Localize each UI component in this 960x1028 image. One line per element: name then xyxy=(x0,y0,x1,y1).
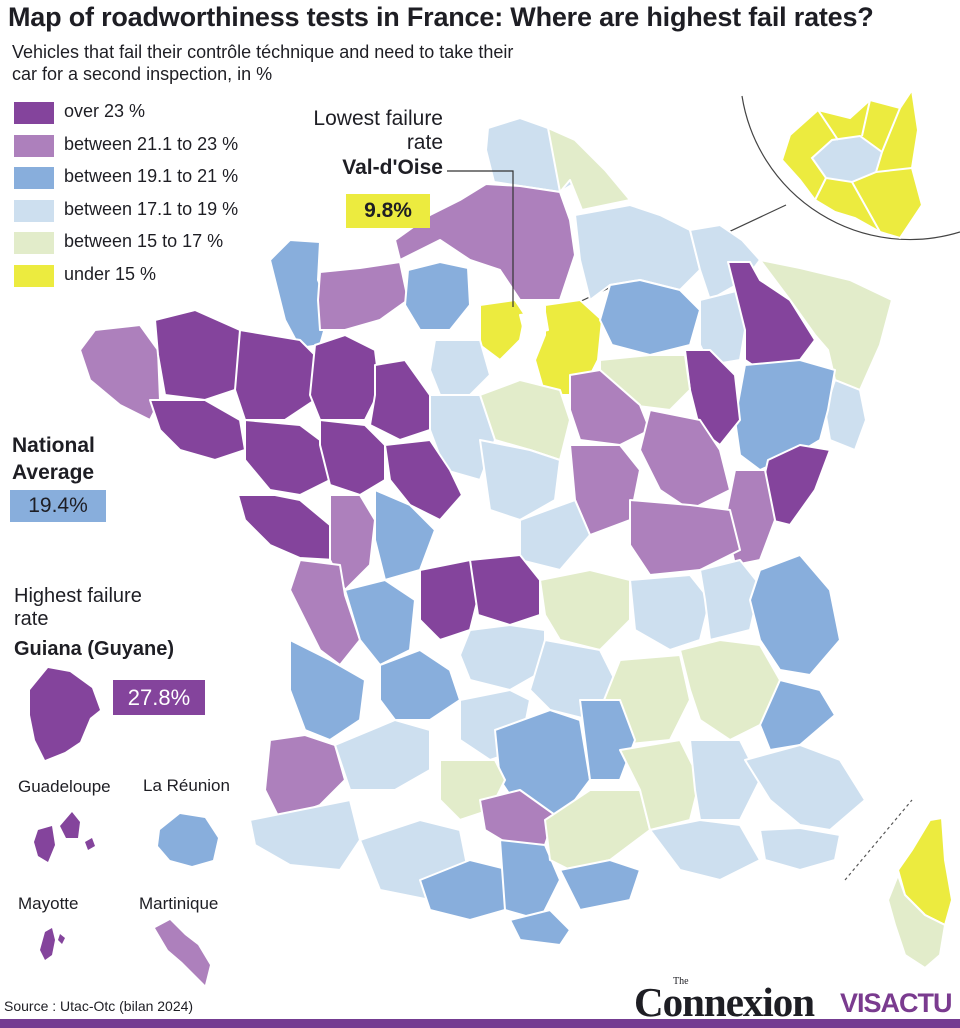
legend-label: over 23 % xyxy=(64,101,146,121)
paris-inset xyxy=(544,87,960,319)
page-title: Map of roadworthiness tests in France: W… xyxy=(8,2,874,32)
guiana-shape xyxy=(30,668,100,760)
legend-swatch xyxy=(14,199,54,222)
lowest-name: Val-d'Oise xyxy=(342,156,443,179)
national-average-value-badge: 19.4% xyxy=(10,490,106,522)
reunion-shape xyxy=(158,814,218,866)
legend-label: between 15 to 17 % xyxy=(64,231,224,251)
legend-label: between 19.1 to 21 % xyxy=(64,166,239,186)
overseas-label-mayotte: Mayotte xyxy=(18,894,79,913)
highest-name: Guiana (Guyane) xyxy=(14,638,175,660)
legend-swatch xyxy=(14,102,54,124)
brand-the: The xyxy=(673,976,689,987)
overseas-label-martinique: Martinique xyxy=(139,894,219,913)
legend-swatch xyxy=(14,134,54,157)
overseas-shapes xyxy=(30,668,218,985)
mayotte-shape xyxy=(40,928,65,960)
page-subtitle: Vehicles that fail their contrôle téchni… xyxy=(12,42,514,84)
source-note: Source : Utac-Otc (bilan 2024) xyxy=(4,998,194,1014)
overseas-label-guadeloupe: Guadeloupe xyxy=(18,777,111,796)
legend-swatch xyxy=(14,232,54,254)
overseas-label-reunion: La Réunion xyxy=(143,776,230,795)
corsica xyxy=(844,799,954,970)
brand-main: Connexion xyxy=(634,979,815,1025)
highest-label: Highest failure rate xyxy=(14,585,142,630)
legend-label: between 21.1 to 23 % xyxy=(64,133,239,154)
brand-sub: VISACTU xyxy=(840,988,953,1018)
legend-swatch xyxy=(14,264,54,287)
lowest-value-badge: 9.8% xyxy=(346,194,430,228)
lowest-label: Lowest failure rate xyxy=(313,107,443,154)
legend-swatch xyxy=(14,167,54,189)
guadeloupe-shape xyxy=(34,812,95,862)
highest-value-badge: 27.8% xyxy=(113,680,205,715)
mainland-departments xyxy=(79,117,893,946)
legend-label: between 17.1 to 19 % xyxy=(64,198,239,219)
legend-label: under 15 % xyxy=(64,263,157,284)
bottom-bar xyxy=(0,1019,960,1028)
lowest-leader-line xyxy=(447,170,514,307)
national-average-label: National Average xyxy=(12,434,95,484)
martinique-shape xyxy=(155,920,210,985)
